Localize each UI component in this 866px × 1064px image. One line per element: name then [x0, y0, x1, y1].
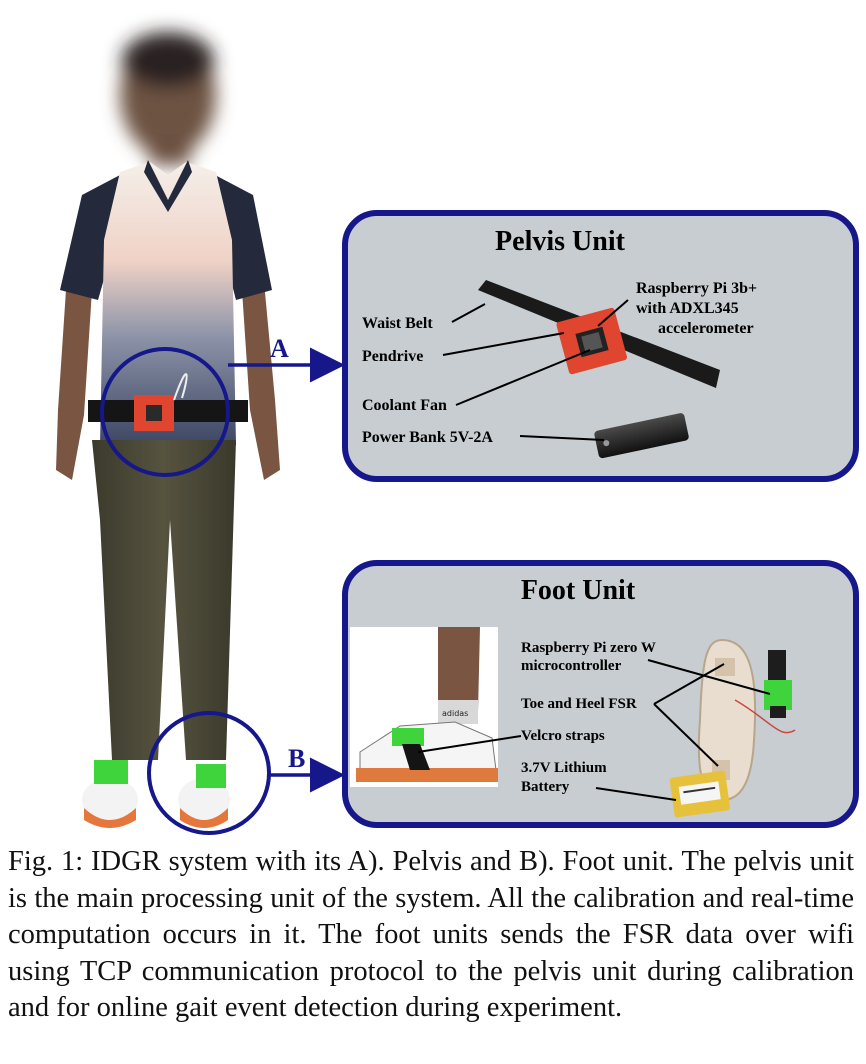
- label-rpi-zero-1: Raspberry Pi zero W: [521, 640, 656, 656]
- leader-rpi: [597, 299, 629, 327]
- label-rpi-1: Raspberry Pi 3b+: [636, 280, 757, 297]
- sock-brand: adidas: [442, 709, 468, 718]
- leader-pendrive: [442, 332, 565, 356]
- foot-unit-title: Foot Unit: [521, 575, 636, 606]
- pelvis-unit-fan-photo: [146, 405, 162, 421]
- label-coolant-fan: Coolant Fan: [362, 397, 447, 414]
- pelvis-unit-title: Pelvis Unit: [495, 226, 626, 257]
- label-velcro: Velcro straps: [521, 728, 605, 744]
- figure-caption: Fig. 1: IDGR system with its A). Pelvis …: [8, 846, 854, 1023]
- label-battery-2: Battery: [521, 779, 570, 795]
- label-battery-1: 3.7V Lithium: [521, 760, 607, 776]
- label-power-bank: Power Bank 5V-2A: [362, 429, 493, 446]
- leader-power-bank: [519, 435, 605, 441]
- label-rpi-zero-2: microcontroller: [521, 658, 622, 674]
- leader-velcro: [417, 735, 522, 753]
- leader-coolant-fan: [455, 349, 591, 406]
- leader-battery: [595, 787, 677, 801]
- pelvis-unit-panel: Pelvis Unit Raspberry Pi 3b+ with ADXL34…: [342, 210, 859, 482]
- lithium-battery-device: [669, 770, 730, 818]
- collar: [144, 160, 192, 212]
- right-arm: [242, 260, 280, 480]
- pelvis-highlight-circle: [100, 347, 230, 477]
- leader-fsr-heel: [653, 703, 719, 767]
- leader-rpi-zero: [647, 659, 771, 695]
- label-fsr: Toe and Heel FSR: [521, 696, 637, 712]
- pants: [92, 440, 236, 760]
- figure: A B Pelvis Unit Raspberry Pi 3b+ with AD…: [56, 32, 859, 835]
- marker-a: A: [270, 334, 289, 363]
- right-shoe-photo: [178, 764, 230, 828]
- pelvis-device: [556, 307, 628, 375]
- label-rpi-3: accelerometer: [658, 320, 754, 337]
- leader-waist-belt: [451, 303, 486, 323]
- usb-cable-photo: [173, 373, 188, 401]
- left-shoe-photo: [82, 760, 138, 828]
- shirt: [100, 162, 236, 445]
- blurred-head: [120, 32, 216, 165]
- power-bank-device: [594, 413, 689, 459]
- left-arm: [56, 260, 92, 480]
- rpi-zero-device: [764, 650, 792, 718]
- person-photo: [56, 32, 280, 828]
- label-rpi-2: with ADXL345: [636, 300, 739, 317]
- leader-fsr-toe: [653, 663, 725, 705]
- label-pendrive: Pendrive: [362, 348, 423, 365]
- foot-unit-panel: Foot Unit adidas: [342, 560, 859, 828]
- foot-photo: adidas: [350, 627, 498, 787]
- foot-highlight-circle: [147, 711, 271, 835]
- label-waist-belt: Waist Belt: [362, 315, 433, 332]
- marker-b: B: [288, 744, 305, 773]
